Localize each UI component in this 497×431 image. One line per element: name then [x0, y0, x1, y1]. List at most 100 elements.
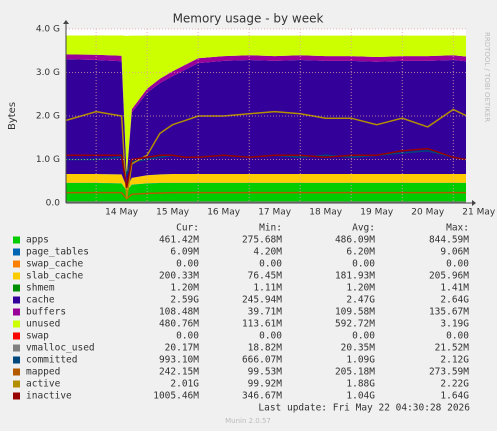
legend-stat: 0.00 — [259, 331, 282, 342]
legend-stat: 109.58M — [335, 307, 375, 318]
legend-stat: 273.59M — [429, 367, 469, 378]
legend-swatch — [13, 320, 20, 328]
legend-stat: 2.59G — [170, 295, 199, 306]
legend-stat: 480.76M — [159, 319, 199, 330]
legend-swatch — [13, 392, 20, 400]
last-update: Last update: Fri May 22 04:30:28 2026 — [258, 403, 470, 414]
legend-stat: 99.92M — [248, 379, 283, 390]
legend-stat: 993.10M — [159, 355, 199, 366]
legend-stat: 6.20M — [346, 247, 375, 258]
legend-stat: 200.33M — [159, 271, 199, 282]
legend-stat: 1.11M — [253, 283, 282, 294]
legend-swatch — [13, 332, 20, 340]
y-tick-label: 3.0 G — [36, 68, 60, 78]
y-tick-label: 4.0 G — [36, 25, 60, 35]
legend-stat: 0.00 — [352, 331, 375, 342]
legend-stat: 3.19G — [440, 319, 469, 330]
legend-label: committed — [26, 355, 77, 366]
legend-swatch — [13, 344, 20, 352]
legend-swatch — [13, 284, 20, 292]
legend-label: unused — [26, 319, 60, 330]
legend-stat: 275.68M — [242, 235, 282, 246]
legend-swatch — [13, 248, 20, 256]
footer: Munin 2.0.57 — [225, 417, 271, 425]
legend-label: apps — [26, 235, 49, 246]
chart-title: Memory usage - by week — [173, 12, 324, 26]
x-tick-label: 17 May — [258, 208, 292, 218]
x-tick-label: 16 May — [207, 208, 241, 218]
legend-stat: 205.18M — [335, 367, 375, 378]
legend-label: inactive — [26, 391, 72, 402]
x-tick-label: 21 May — [462, 208, 496, 218]
y-tick-label: 2.0 G — [36, 112, 60, 122]
legend-stat: 108.48M — [159, 307, 199, 318]
legend-stat: 0.00 — [446, 259, 469, 270]
legend-label: vmalloc_used — [26, 343, 95, 354]
legend-label: mapped — [26, 367, 60, 378]
legend-stat: 486.09M — [335, 235, 375, 246]
legend-stat: 245.94M — [242, 295, 282, 306]
legend-stat: 39.71M — [248, 307, 283, 318]
legend-stat: 0.00 — [176, 259, 199, 270]
plot: 0.0 1.0 G 2.0 G 3.0 G 4.0 G 14 May 15 May 16 Ma… — [36, 25, 496, 218]
line-series — [66, 147, 467, 188]
axes — [63, 20, 476, 206]
legend-stat: 666.07M — [242, 355, 282, 366]
x-tick-label: 18 May — [309, 208, 343, 218]
legend-stat: 20.35M — [341, 343, 376, 354]
legend-swatch — [13, 356, 20, 364]
area-series — [66, 35, 466, 175]
legend-header: Max: — [446, 223, 469, 234]
legend-stat: 2.47G — [346, 295, 375, 306]
legend-swatch — [13, 296, 20, 304]
legend-stat: 0.00 — [176, 331, 199, 342]
line-series — [65, 108, 467, 199]
legend-stat: 1.20M — [346, 283, 375, 294]
legend-stat: 99.53M — [248, 367, 283, 378]
legend-stat: 1.64G — [440, 391, 469, 402]
legend-label: active — [26, 379, 61, 390]
legend-stat: 844.59M — [429, 235, 469, 246]
legend-swatch — [13, 308, 20, 316]
x-tick-label: 19 May — [360, 208, 394, 218]
x-tick-label: 15 May — [156, 208, 190, 218]
legend-stat: 2.12G — [440, 355, 469, 366]
y-axis-label: Bytes — [7, 102, 18, 130]
legend-stat: 2.01G — [170, 379, 199, 390]
legend-stat: 9.06M — [440, 247, 469, 258]
legend-stat: 1.41M — [440, 283, 469, 294]
legend-label: buffers — [26, 307, 66, 318]
legend-stat: 1.88G — [346, 379, 375, 390]
legend-stat: 113.61M — [242, 319, 282, 330]
legend-stat: 4.20M — [253, 247, 282, 258]
y-arrow — [63, 20, 69, 24]
legend-stat: 1005.46M — [153, 391, 199, 402]
legend-stat: 1.20M — [170, 283, 199, 294]
legend-swatch — [13, 236, 20, 244]
legend-stat: 181.93M — [335, 271, 375, 282]
legend-stat: 0.00 — [446, 331, 469, 342]
x-tick-label: 14 May — [105, 208, 139, 218]
x-arrow — [472, 200, 476, 206]
legend-label: swap_cache — [26, 259, 83, 270]
legend-label: swap — [26, 331, 49, 342]
legend-stat: 21.52M — [435, 343, 470, 354]
legend-label: shmem — [26, 283, 55, 294]
legend-label: slab_cache — [26, 271, 83, 282]
legend-stat: 242.15M — [159, 367, 199, 378]
legend-stat: 135.67M — [429, 307, 469, 318]
legend-label: page_tables — [26, 247, 89, 258]
legend-stat: 592.72M — [335, 319, 375, 330]
legend-swatch — [13, 380, 20, 388]
legend-stat: 0.00 — [259, 259, 282, 270]
area-series — [66, 174, 466, 191]
line-series — [66, 191, 466, 200]
legend-swatch — [13, 272, 20, 280]
legend-stat: 346.67M — [242, 391, 282, 402]
legend-stat: 2.22G — [440, 379, 469, 390]
legend-stat: 76.45M — [248, 271, 283, 282]
legend-header: Cur: — [176, 223, 199, 234]
legend-stat: 18.82M — [248, 343, 283, 354]
y-tick-label: 1.0 G — [36, 155, 60, 165]
